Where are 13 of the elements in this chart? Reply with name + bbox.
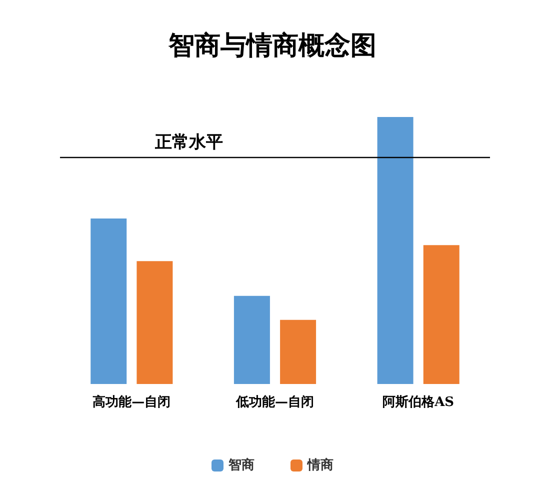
bar — [90, 218, 127, 384]
x-tick-label: 低功能—自闭 — [235, 394, 314, 410]
bar — [423, 245, 460, 384]
x-tick-label: 阿斯伯格AS — [382, 395, 454, 410]
bar — [280, 320, 316, 384]
x-tick-label: 高功能—自闭 — [92, 394, 171, 410]
bar — [377, 117, 414, 384]
bar — [234, 296, 270, 384]
legend-label: 智商 — [228, 457, 254, 473]
ref-line-label: 正常水平 — [154, 132, 223, 153]
bar — [136, 261, 173, 384]
legend-label: 情商 — [306, 457, 334, 473]
chart-title: 智商与情商概念图 — [168, 31, 376, 61]
